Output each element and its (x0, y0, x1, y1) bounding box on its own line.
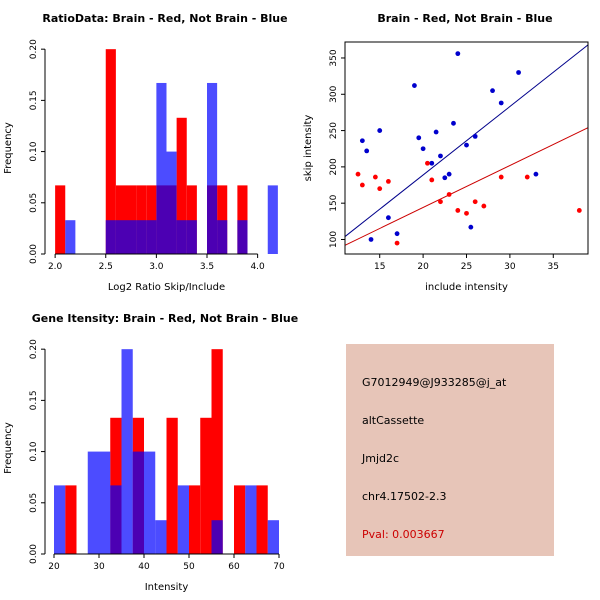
splice-type-text: altCassette (362, 414, 425, 427)
svg-text:3.0: 3.0 (149, 262, 164, 272)
pval-text: Pval: 0.003667 (362, 528, 445, 541)
svg-text:15: 15 (374, 262, 385, 272)
probe-id-text: G7012949@J933285@j_at (362, 376, 507, 389)
svg-text:Log2 Ratio Skip/Include: Log2 Ratio Skip/Include (108, 282, 225, 293)
svg-text:Frequency: Frequency (3, 122, 14, 174)
scatter-plot: 15 20 25 30 35 100 150 200 250 300 350 include inte… (303, 41, 589, 293)
svg-text:2.0: 2.0 (48, 262, 63, 272)
svg-text:0.05: 0.05 (29, 193, 39, 213)
svg-text:skip intensity: skip intensity (303, 115, 314, 182)
locus-text: chr4.17502-2.3 (362, 490, 447, 503)
svg-text:70: 70 (273, 562, 285, 572)
ratio-histogram-panel: RatioData: Brain - Red, Not Brain - Blue… (0, 0, 300, 300)
svg-text:0.00: 0.00 (29, 244, 39, 264)
svg-text:250: 250 (329, 122, 339, 139)
svg-text:include intensity: include intensity (425, 282, 508, 293)
svg-text:40: 40 (138, 562, 150, 572)
info-panel: G7012949@J933285@j_at altCassette Jmjd2c… (300, 300, 600, 600)
svg-text:35: 35 (548, 262, 559, 272)
svg-text:150: 150 (329, 194, 339, 211)
gene-name-text: Jmjd2c (362, 452, 400, 465)
gene-histogram-plot: 20 30 40 50 60 70 0.00 0.05 0.10 0.15 0.20 Intensit… (3, 339, 285, 593)
svg-text:25: 25 (461, 262, 472, 272)
scatter-title: Brain - Red, Not Brain - Blue (377, 12, 553, 25)
svg-text:0.00: 0.00 (29, 544, 39, 564)
scatter-panel: Brain - Red, Not Brain - Blue 15 20 25 30 35… (300, 0, 600, 300)
svg-text:100: 100 (329, 231, 339, 248)
svg-text:0.15: 0.15 (29, 390, 39, 410)
svg-text:0.05: 0.05 (29, 493, 39, 513)
svg-text:0.10: 0.10 (29, 441, 39, 461)
svg-text:60: 60 (228, 562, 240, 572)
svg-text:30: 30 (93, 562, 105, 572)
svg-text:Frequency: Frequency (3, 422, 14, 474)
svg-text:300: 300 (329, 85, 339, 102)
svg-text:0.10: 0.10 (29, 141, 39, 161)
gene-histogram-title: Gene Itensity: Brain - Red, Not Brain - … (31, 312, 299, 325)
svg-text:20: 20 (48, 562, 60, 572)
svg-text:2.5: 2.5 (99, 262, 113, 272)
svg-text:50: 50 (183, 562, 195, 572)
svg-text:200: 200 (329, 158, 339, 175)
svg-text:0.20: 0.20 (29, 339, 39, 359)
svg-text:20: 20 (417, 262, 429, 272)
ratio-histogram-title: RatioData: Brain - Red, Not Brain - Blue (42, 12, 288, 25)
svg-text:0.15: 0.15 (29, 90, 39, 110)
svg-text:350: 350 (329, 49, 339, 66)
svg-text:4.0: 4.0 (250, 262, 265, 272)
svg-text:Intensity: Intensity (145, 582, 189, 593)
info-box: G7012949@J933285@j_at altCassette Jmjd2c… (346, 344, 554, 556)
gene-histogram-panel: Gene Itensity: Brain - Red, Not Brain - … (0, 300, 300, 600)
ratio-histogram-plot: 2.0 2.5 3.0 3.5 4.0 0.00 0.05 0.10 0.15 0.20 Log2 … (3, 39, 278, 293)
svg-text:3.5: 3.5 (200, 262, 214, 272)
svg-text:0.20: 0.20 (29, 39, 39, 59)
svg-text:30: 30 (504, 262, 516, 272)
